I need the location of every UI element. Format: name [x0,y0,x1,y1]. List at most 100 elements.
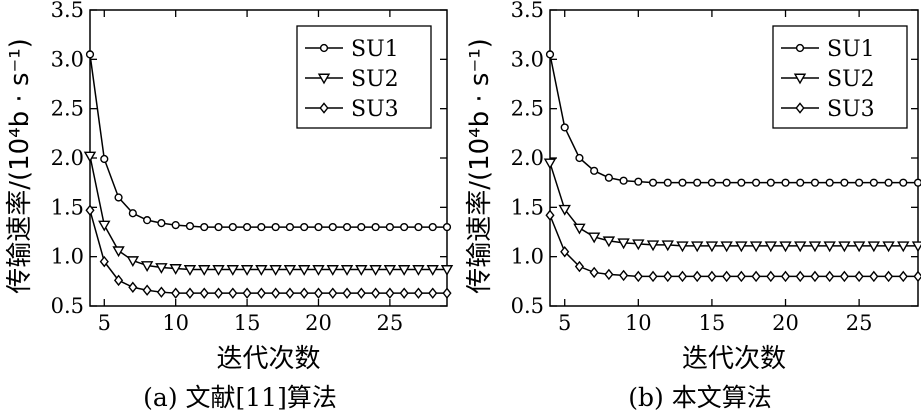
y-tick-label: 2.5 [51,97,84,121]
chart-panel-b: 0.5 1.0 1.5 2.0 2.5 3.0 3.5 5 10 15 20 25 迭代次数 传输速率/(… [465,0,921,412]
data-point [825,178,834,187]
data-point [357,222,366,232]
data-point [397,265,411,276]
data-point [619,269,629,282]
data-point [545,50,555,59]
data-point [604,268,614,281]
data-point [796,178,805,187]
data-point [412,265,425,276]
data-point [883,270,894,283]
data-point [99,255,109,268]
data-point [560,123,569,132]
data-point [558,204,571,216]
data-point [198,265,211,276]
data-point [722,178,731,187]
data-point [560,246,570,258]
x-axis-label: 迭代次数 [682,344,786,374]
data-point [226,265,240,276]
series-line [89,155,447,271]
data-point [779,241,792,253]
y-tick-label: 3.5 [51,0,84,22]
data-point [722,270,732,283]
data-point [228,222,237,232]
subfigure-caption: (a) 文献[11]算法 [143,383,337,412]
data-point [648,270,658,283]
legend-box [296,25,432,129]
data-point [602,236,616,248]
series-su3 [545,209,921,283]
data-point [543,158,557,170]
data-point [342,222,352,232]
data-point [371,222,380,232]
data-point [126,256,140,268]
data-point [693,178,702,187]
data-point [328,287,338,299]
data-point [140,261,154,272]
data-point [285,287,295,299]
data-point [839,270,849,283]
legend-label: SU1 [351,37,399,62]
x-tick-label: 15 [699,311,726,335]
data-point [300,222,309,232]
data-point [634,177,643,186]
data-point [838,241,851,253]
data-point [328,222,337,232]
series-su1 [545,50,921,187]
data-point [692,270,702,283]
legend-marker [319,102,329,114]
data-point [426,265,439,276]
data-point [825,270,835,283]
data-point [869,270,879,283]
data-point [913,178,921,187]
data-point [574,260,585,273]
data-point [228,287,238,299]
data-point [720,241,733,253]
chart-panel-a: 0.5 1.0 1.5 2.0 2.5 3.0 3.5 5 10 15 20 25 迭代次数 传输速率/(… [5,0,454,412]
data-point [269,265,282,276]
data-point [128,281,138,293]
data-point [898,270,908,283]
data-point [385,287,395,299]
y-tick-label: 0.5 [51,294,84,318]
data-point [100,154,109,164]
data-point [676,241,689,253]
data-point [413,287,424,299]
x-tick-label: 10 [625,311,652,335]
data-point [751,270,761,283]
legend-marker [795,102,805,114]
x-tick-label: 20 [305,311,332,335]
data-point [285,222,295,232]
data-point [414,222,423,232]
legend-label: SU3 [827,97,875,122]
x-tick-label: 5 [558,311,571,335]
data-point [617,238,630,250]
data-point [271,287,281,299]
data-point [764,241,778,253]
data-point [142,284,152,296]
data-point [212,265,225,276]
data-point [85,204,95,217]
y-tick-label: 2.0 [51,146,84,170]
data-point [589,266,599,279]
data-point [326,265,339,276]
y-tick-label: 3.0 [511,47,544,71]
data-point [869,178,878,187]
data-point [781,178,790,187]
data-point [297,265,311,276]
data-point [256,287,266,299]
data-point [854,270,864,283]
data-point [112,246,125,258]
data-point [855,178,864,187]
data-point [199,287,209,299]
data-point [737,178,746,187]
data-point [573,223,586,235]
data-point [371,287,381,299]
x-axis-label: 迭代次数 [216,344,320,374]
data-point [312,265,325,276]
data-point [663,178,672,187]
data-point [114,193,123,202]
y-axis-label: 传输速率/(10⁴b · s⁻¹) [465,38,495,294]
x-tick-label: 25 [846,311,873,335]
data-point [171,287,181,299]
